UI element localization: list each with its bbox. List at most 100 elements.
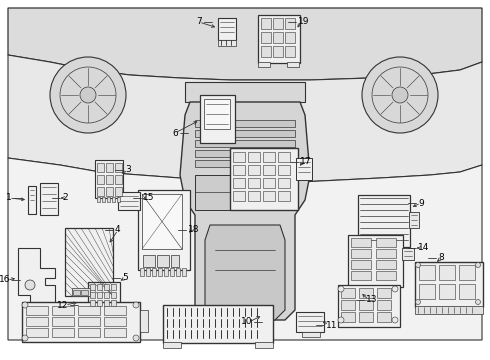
Bar (163, 305, 273, 343)
Bar (26, 317, 48, 326)
Text: 16: 16 (0, 275, 10, 284)
Bar (142, 194, 182, 249)
Text: 13: 13 (366, 296, 377, 305)
Bar (118, 192, 140, 210)
Bar (278, 191, 290, 201)
Text: 3: 3 (125, 166, 131, 175)
Bar (140, 310, 148, 332)
Bar (104, 292, 109, 298)
Bar (40, 183, 58, 215)
Bar (263, 178, 275, 188)
Bar (78, 306, 100, 315)
Bar (296, 312, 324, 332)
Polygon shape (8, 158, 482, 340)
Circle shape (392, 286, 398, 292)
Bar (261, 46, 271, 57)
Bar (106, 187, 113, 196)
Bar (97, 197, 100, 202)
Text: 7: 7 (196, 18, 202, 27)
Bar (296, 158, 312, 180)
Circle shape (50, 57, 126, 133)
Text: 5: 5 (122, 274, 128, 283)
Bar (195, 150, 295, 157)
Bar (115, 187, 122, 196)
Text: 15: 15 (143, 194, 154, 202)
Polygon shape (205, 225, 285, 320)
Bar (402, 248, 414, 260)
Bar (152, 268, 156, 276)
Bar (81, 290, 88, 295)
Bar (163, 342, 181, 348)
Bar (26, 306, 48, 315)
Bar (104, 306, 126, 315)
Bar (111, 284, 116, 290)
Bar (111, 300, 116, 306)
Text: 10: 10 (241, 318, 252, 327)
Circle shape (133, 335, 139, 341)
Circle shape (25, 280, 35, 290)
Bar (278, 178, 290, 188)
Text: 4: 4 (115, 225, 121, 234)
Bar (204, 99, 230, 129)
Circle shape (392, 317, 398, 323)
Bar (377, 300, 391, 310)
Bar (182, 268, 186, 276)
Bar (258, 15, 300, 63)
Text: 2: 2 (62, 194, 68, 202)
Bar (285, 18, 295, 29)
Bar (146, 268, 150, 276)
Bar (72, 288, 90, 296)
Bar (287, 62, 299, 67)
Bar (415, 262, 483, 307)
Bar (95, 160, 123, 198)
Bar (143, 255, 155, 267)
Bar (261, 18, 271, 29)
Bar (409, 212, 419, 228)
Circle shape (22, 302, 28, 308)
Bar (419, 284, 435, 299)
Bar (377, 288, 391, 298)
Bar (195, 140, 295, 147)
Bar (104, 284, 109, 290)
Bar (302, 332, 320, 337)
Bar (218, 18, 236, 40)
Bar (233, 191, 245, 201)
Bar (170, 268, 174, 276)
Bar (248, 165, 260, 175)
Bar (359, 312, 373, 322)
Bar (358, 195, 410, 247)
Text: 14: 14 (418, 243, 429, 252)
Bar (88, 282, 120, 310)
Polygon shape (8, 8, 482, 80)
Bar (112, 197, 115, 202)
Bar (52, 328, 74, 337)
Circle shape (133, 302, 139, 308)
Bar (263, 191, 275, 201)
Bar (273, 18, 283, 29)
Text: 17: 17 (300, 158, 312, 166)
Text: 1: 1 (6, 194, 12, 202)
Bar (285, 32, 295, 43)
Text: 8: 8 (438, 253, 444, 262)
Bar (248, 152, 260, 162)
Polygon shape (8, 55, 482, 182)
Circle shape (338, 286, 344, 292)
Text: 18: 18 (188, 225, 199, 234)
Bar (359, 288, 373, 298)
Bar (200, 95, 235, 143)
Bar (376, 249, 396, 258)
Bar (376, 260, 396, 269)
Bar (115, 163, 122, 172)
Text: 19: 19 (298, 18, 310, 27)
Bar (351, 249, 371, 258)
Bar (90, 292, 95, 298)
Bar (377, 312, 391, 322)
Bar (258, 62, 270, 67)
Bar (218, 40, 236, 46)
Bar (248, 191, 260, 201)
Bar (78, 328, 100, 337)
Circle shape (22, 335, 28, 341)
Bar (90, 284, 95, 290)
Circle shape (475, 300, 481, 305)
Bar (263, 165, 275, 175)
